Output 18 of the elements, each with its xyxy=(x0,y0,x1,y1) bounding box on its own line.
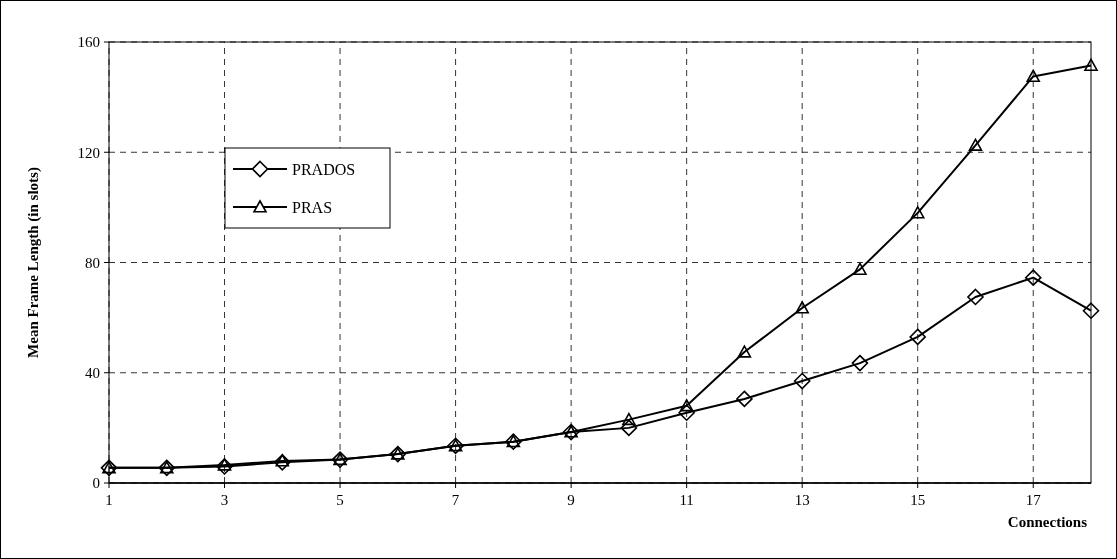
x-tick-label: 3 xyxy=(220,492,229,508)
y-tick-label: 0 xyxy=(92,475,100,492)
y-tick-label: 80 xyxy=(85,254,100,271)
legend-label: PRADOS xyxy=(292,160,356,178)
x-tick-label: 1 xyxy=(105,492,113,508)
x-tick-label: 7 xyxy=(451,492,460,508)
x-tick-label: 13 xyxy=(794,492,810,508)
y-tick-label: 160 xyxy=(77,34,100,51)
x-tick-label: 17 xyxy=(1025,492,1042,508)
y-tick-label: 120 xyxy=(77,144,100,161)
y-tick-label: 40 xyxy=(85,365,100,381)
x-tick-label: 9 xyxy=(567,492,575,508)
x-tick-label: 11 xyxy=(679,492,694,508)
y-axis-title: Mean Frame Length (in slots) xyxy=(25,167,42,358)
x-tick-label: 15 xyxy=(910,492,926,508)
x-tick-label: 5 xyxy=(336,492,344,508)
x-axis-title: Connections xyxy=(1007,514,1088,530)
legend-label: PRAS xyxy=(292,198,333,216)
